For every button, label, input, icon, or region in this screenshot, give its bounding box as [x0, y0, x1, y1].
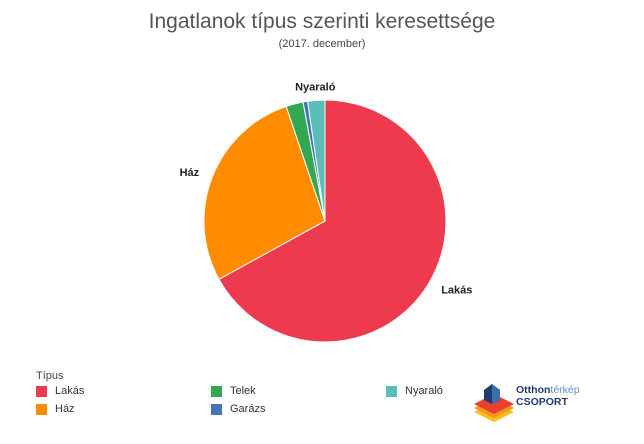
- pie-slice-nyaralo: [307, 99, 326, 222]
- slice-label-haz: Ház: [180, 167, 200, 179]
- chart-subtitle: (2017. december): [278, 38, 366, 50]
- legend-swatch-haz: [36, 403, 47, 415]
- logo-text: Otthontérkép CSOPORT: [516, 384, 580, 408]
- legend-label-garazs: Garázs: [230, 403, 266, 415]
- legend-label-nyaralo: Nyaraló: [405, 385, 443, 397]
- chart-title: Ingatlanok típus szerinti keresettsége: [148, 10, 496, 33]
- otthonterkep-logo: Otthontérkép CSOPORT: [472, 378, 622, 428]
- legend-swatch-telek: [211, 385, 222, 397]
- legend-label-haz: Ház: [55, 403, 75, 415]
- legend-label-lakas: Lakás: [55, 385, 85, 397]
- logo-text-terkep: térkép: [550, 384, 580, 396]
- legend-item-garazs: Garázs: [211, 402, 265, 416]
- legend-title: Típus: [36, 370, 64, 382]
- logo-text-csoport: CSOPORT: [516, 396, 568, 408]
- legend-item-haz: Ház: [36, 402, 75, 416]
- pie-slice-haz: [203, 105, 326, 280]
- logo-text-otthon: Otthon: [516, 384, 551, 396]
- legend-item-lakas: Lakás: [36, 384, 84, 398]
- legend-swatch-garazs: [211, 403, 222, 415]
- house-logo-icon: [474, 384, 514, 422]
- legend-item-nyaralo: Nyaraló: [386, 384, 443, 398]
- slice-label-lakas: Lakás: [441, 285, 472, 297]
- pie-slice-lakas: [218, 99, 447, 343]
- slice-label-nyaralo: Nyaraló: [295, 81, 336, 93]
- legend-label-telek: Telek: [230, 385, 256, 397]
- legend-swatch-nyaralo: [386, 385, 397, 397]
- legend-item-telek: Telek: [211, 384, 256, 398]
- legend-swatch-lakas: [36, 385, 47, 397]
